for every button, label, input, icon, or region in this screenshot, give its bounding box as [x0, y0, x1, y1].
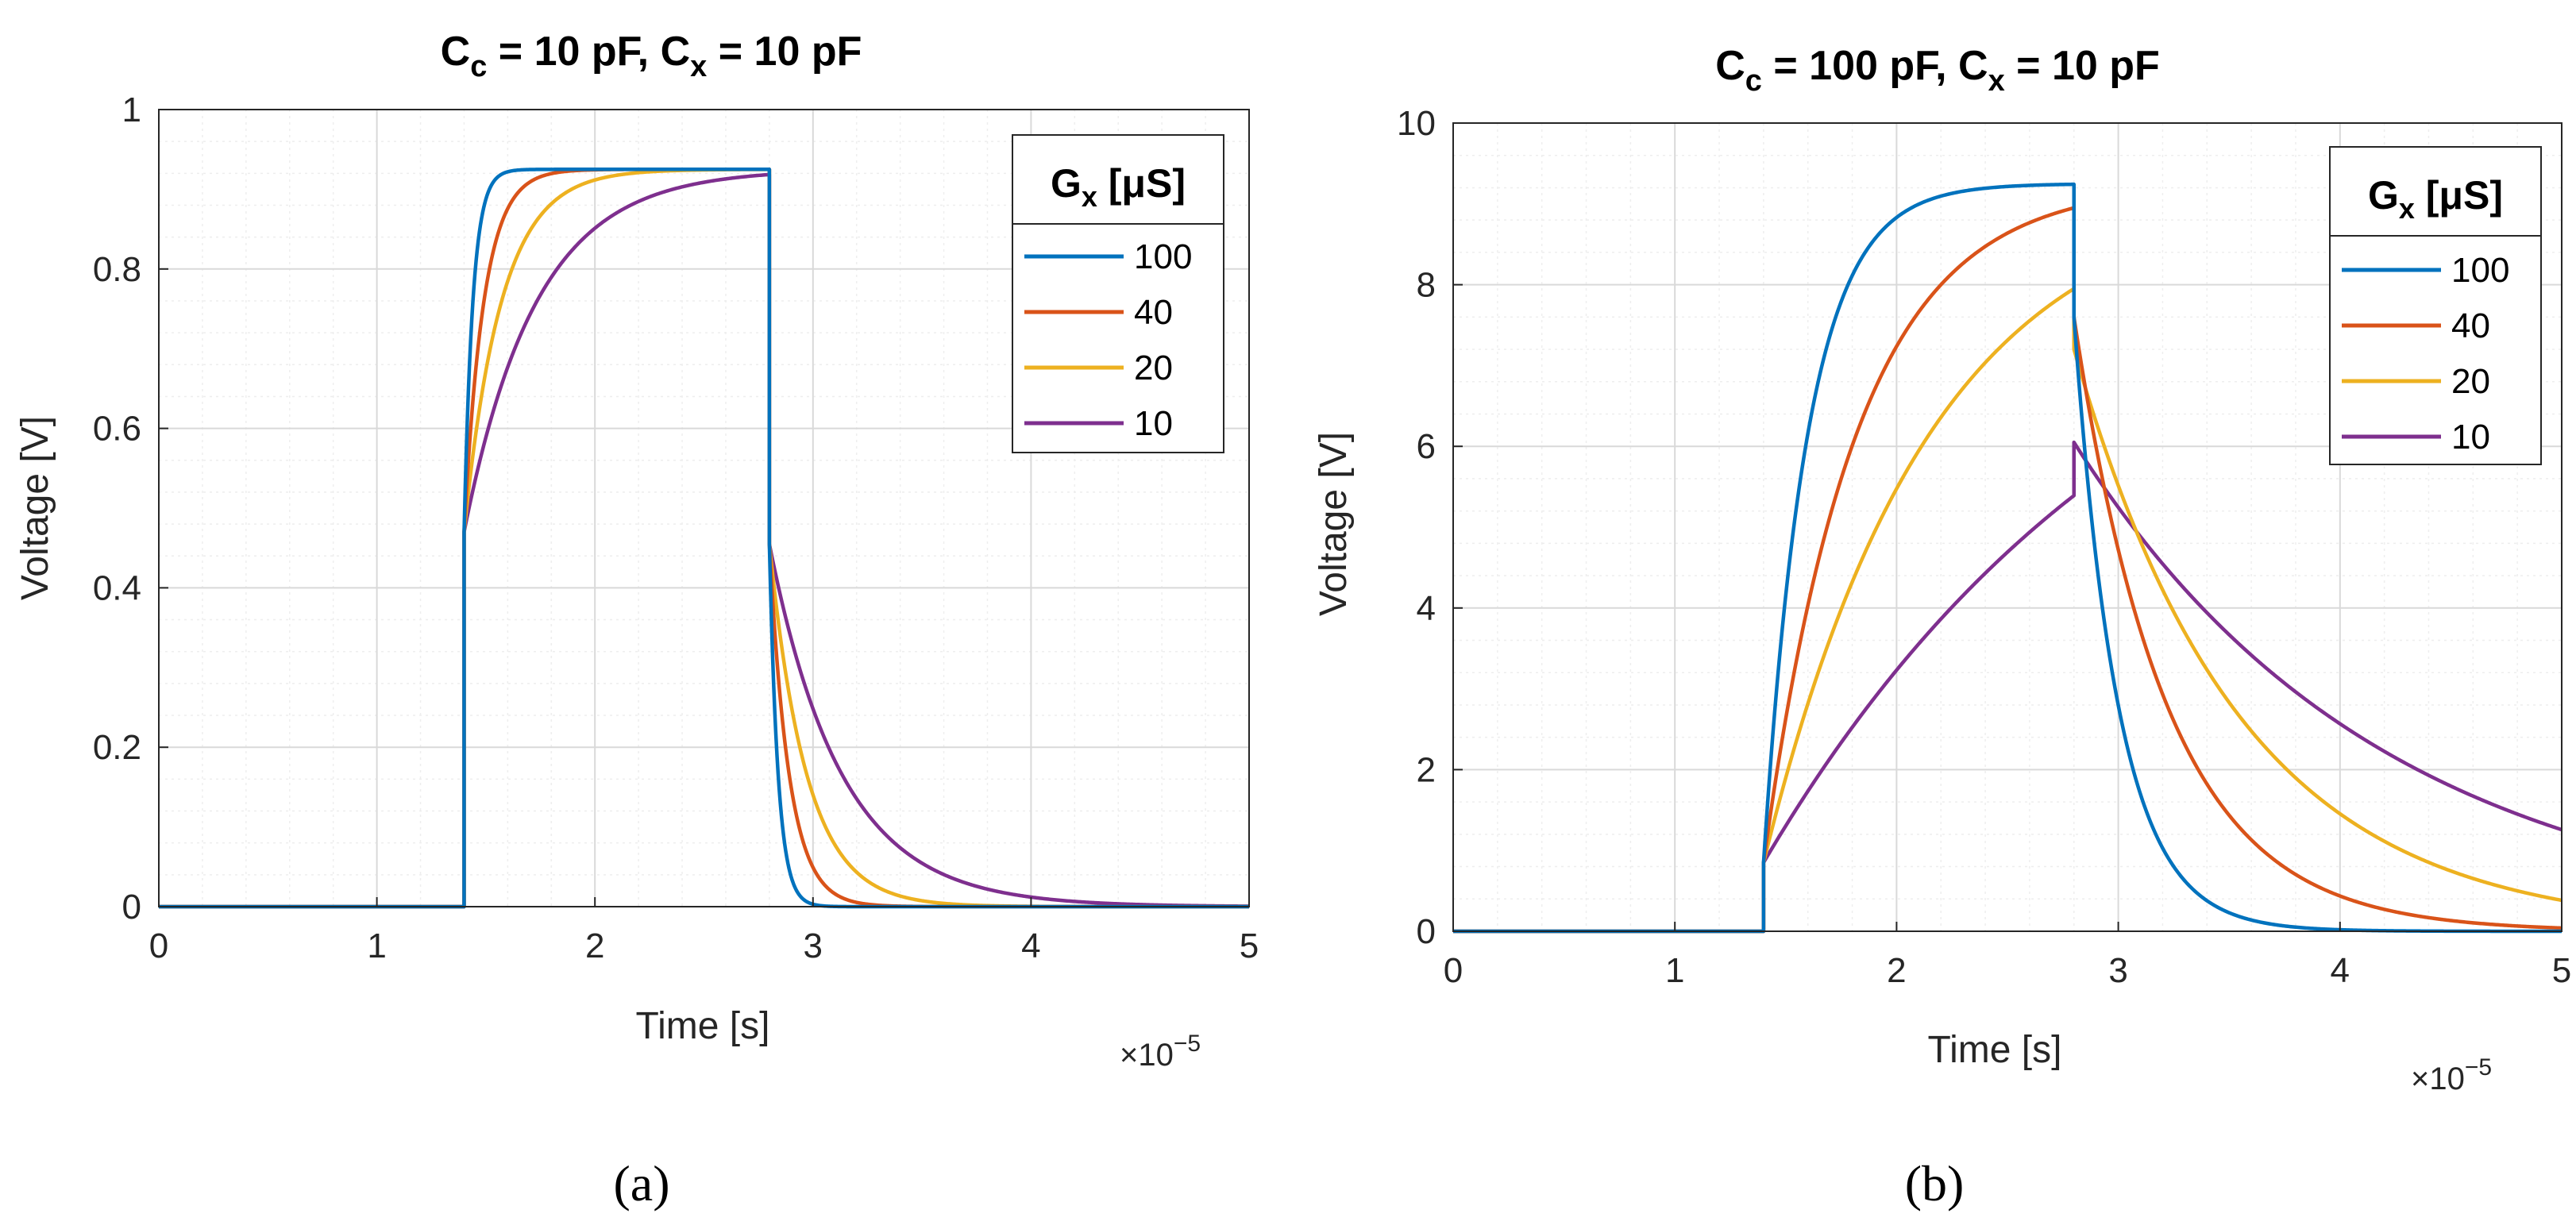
panel-a-y-tick-label: 1	[122, 91, 141, 129]
panel-b-title: Cc = 100 pF, Cx = 10 pF	[1715, 43, 2160, 98]
panel-b-y-tick-label: 10	[1397, 104, 1436, 143]
panel-b-caption: (b)	[1905, 1155, 1965, 1212]
panel-b-x-tick-label: 0	[1444, 951, 1463, 990]
panel-a-x-tick-label: 3	[804, 927, 823, 965]
panel-b-ylabel: Voltage [V]	[1313, 432, 1355, 616]
panel-b-series-10	[1452, 440, 2563, 934]
panel-a-y-tick-label: 0.2	[93, 728, 141, 767]
panel-b-legend: Gx [μS] 100 40 20 10	[2329, 146, 2542, 465]
panel-b-y-tick-label: 2	[1417, 750, 1436, 789]
panel-a-legend-box	[1012, 134, 1224, 453]
panel-a-title: Cc = 10 pF, Cx = 10 pF	[441, 29, 862, 83]
panel-a-legend: Gx [μS] 100 40 20 10	[1012, 134, 1224, 453]
panel-b-y-tick-label: 0	[1417, 912, 1436, 951]
panel-b-xlabel: Time [s]	[1928, 1029, 2062, 1071]
panel-a-x-exponent: ×10−5	[1120, 1031, 1201, 1073]
panel-a-legend-label-40: 40	[1134, 293, 1173, 332]
panel-b-legend-label-20: 20	[2451, 362, 2490, 401]
panel-b-y-tick-label: 8	[1417, 266, 1436, 305]
panel-a-x-tick-label: 2	[585, 927, 604, 965]
panel-a: 0 1 2 3 4 5 0 0.2 0.4 0.6 0.8 1 Cc = 10 pF, Cx = 10…	[14, 29, 1259, 1212]
panel-a-x-tick-label: 5	[1240, 927, 1259, 965]
panel-b-x-tick-label: 2	[1887, 951, 1906, 990]
panel-a-y-tick-label: 0	[122, 888, 141, 927]
panel-a-x-tick-label: 1	[367, 927, 386, 965]
panel-a-y-tick-label: 0.4	[93, 568, 141, 607]
panel-a-y-tick-label: 0.6	[93, 410, 141, 449]
panel-b-legend-label-100: 100	[2451, 251, 2509, 290]
panel-b-legend-title: Gx [μS]	[2368, 173, 2503, 225]
panel-a-legend-label-20: 20	[1134, 349, 1173, 387]
panel-a-axes-frame	[158, 109, 1250, 907]
panel-b-ticks: 0 1 2 3 4 5 0 2 4 6 8 10	[1397, 104, 2571, 990]
panel-b-y-tick-label: 4	[1417, 589, 1436, 628]
panel-b-legend-box	[2329, 146, 2542, 465]
panel-b-x-tick-label: 4	[2331, 951, 2350, 990]
panel-b-legend-label-40: 40	[2451, 306, 2490, 345]
panel-a-x-tick-label: 0	[149, 927, 168, 965]
panel-a-caption: (a)	[613, 1155, 669, 1212]
panel-b-legend-label-10: 10	[2451, 418, 2490, 457]
panel-b: 0 1 2 3 4 5 0 2 4 6 8 10 Cc = 100 pF, Cx = 10 pF Ti…	[1313, 43, 2571, 1212]
panel-a-xlabel: Time [s]	[636, 1005, 770, 1047]
panel-b-y-tick-label: 6	[1417, 427, 1436, 466]
panel-b-x-tick-label: 3	[2108, 951, 2127, 990]
panel-a-ylabel: Voltage [V]	[14, 416, 56, 600]
panel-a-y-tick-label: 0.8	[93, 250, 141, 289]
panel-a-legend-label-100: 100	[1134, 237, 1192, 276]
panel-b-axes-frame	[1452, 122, 2563, 932]
panel-a-legend-title: Gx [μS]	[1051, 161, 1186, 213]
panel-a-ticks: 0 1 2 3 4 5 0 0.2 0.4 0.6 0.8 1	[93, 91, 1259, 965]
panel-b-x-tick-label: 5	[2552, 951, 2571, 990]
panel-a-x-tick-label: 4	[1021, 927, 1040, 965]
panel-a-legend-label-10: 10	[1134, 404, 1173, 443]
panel-b-x-exponent: ×10−5	[2411, 1054, 2492, 1096]
panel-b-x-tick-label: 1	[1665, 951, 1684, 990]
